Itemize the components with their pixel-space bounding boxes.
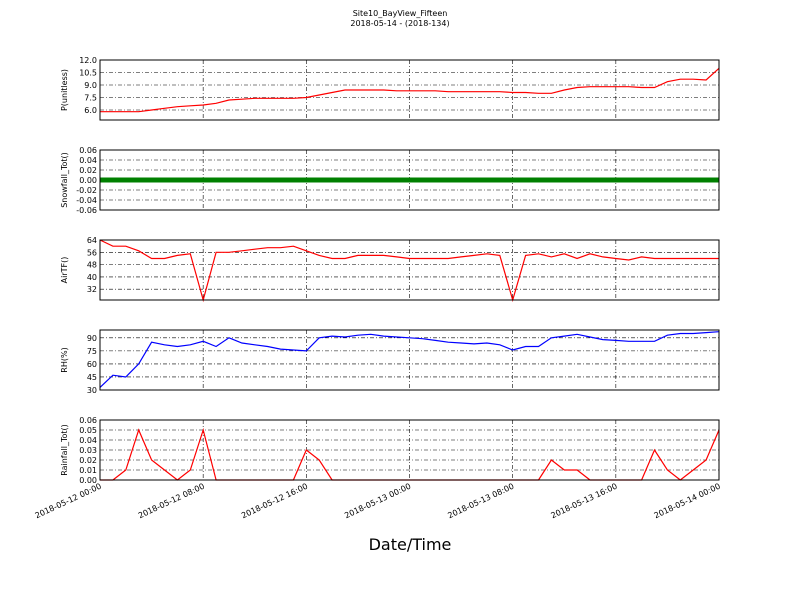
y-tick-label: 0.05 <box>79 426 97 435</box>
x-tick-label: 2018-05-14 00:00 <box>653 482 722 521</box>
y-tick-label: 0.04 <box>79 436 97 445</box>
chart-title: Site10_BayView_Fifteen <box>353 9 448 18</box>
y-tick-label: 0.00 <box>79 476 97 485</box>
x-tick-label: 2018-05-12 08:00 <box>137 482 206 521</box>
y-tick-label: 30 <box>87 386 97 395</box>
y-tick-label: -0.04 <box>76 196 97 205</box>
data-line <box>99 331 720 388</box>
y-axis-label: Snowfall_Tot() <box>60 152 69 208</box>
x-tick-label: 2018-05-13 00:00 <box>343 482 412 521</box>
y-axis-label: P(unitless) <box>60 69 69 111</box>
plot-frame <box>99 149 720 211</box>
x-tick-label: 2018-05-13 08:00 <box>446 482 515 521</box>
chart-subtitle: 2018-05-14 - (2018-134) <box>350 19 449 28</box>
y-tick-label: 6.0 <box>84 106 97 115</box>
y-tick-label: 10.5 <box>79 69 97 78</box>
y-axis-label: AirTF() <box>60 257 69 284</box>
y-tick-label: 9.0 <box>84 81 97 90</box>
y-tick-label: 90 <box>87 334 97 343</box>
y-tick-label: 48 <box>87 261 97 270</box>
y-tick-label: 7.5 <box>84 94 97 103</box>
x-tick-label: 2018-05-13 16:00 <box>550 482 619 521</box>
x-tick-label: 2018-05-12 16:00 <box>240 482 309 521</box>
data-line <box>100 67 720 113</box>
y-tick-label: 0.02 <box>79 456 97 465</box>
plot-frame <box>99 59 720 121</box>
y-tick-label: 0.04 <box>79 156 97 165</box>
plot-frame <box>99 419 720 481</box>
y-tick-label: 56 <box>87 248 97 257</box>
y-tick-label: 75 <box>87 347 97 356</box>
y-tick-label: 0.00 <box>79 176 97 185</box>
y-tick-label: 60 <box>87 360 97 369</box>
x-axis-label: Date/Time <box>369 535 452 554</box>
y-tick-label: 0.03 <box>79 446 97 455</box>
data-line <box>100 427 720 481</box>
y-tick-label: 0.06 <box>79 146 97 155</box>
plot-frame <box>99 329 720 391</box>
y-tick-label: -0.02 <box>76 186 97 195</box>
plot-frame <box>99 239 720 301</box>
y-tick-label: -0.06 <box>76 206 97 215</box>
y-tick-label: 12.0 <box>79 56 97 65</box>
y-tick-label: 0.06 <box>79 416 97 425</box>
y-tick-label: 40 <box>87 273 97 282</box>
y-axis-label: Rainfall_Tot() <box>60 424 69 476</box>
y-tick-label: 32 <box>87 285 97 294</box>
x-tick-label: 2018-05-12 00:00 <box>34 482 103 521</box>
y-axis-label: RH(%) <box>60 347 69 372</box>
y-tick-label: 0.01 <box>79 466 97 475</box>
y-tick-label: 45 <box>87 373 97 382</box>
y-tick-label: 64 <box>87 236 97 245</box>
y-tick-label: 0.02 <box>79 166 97 175</box>
